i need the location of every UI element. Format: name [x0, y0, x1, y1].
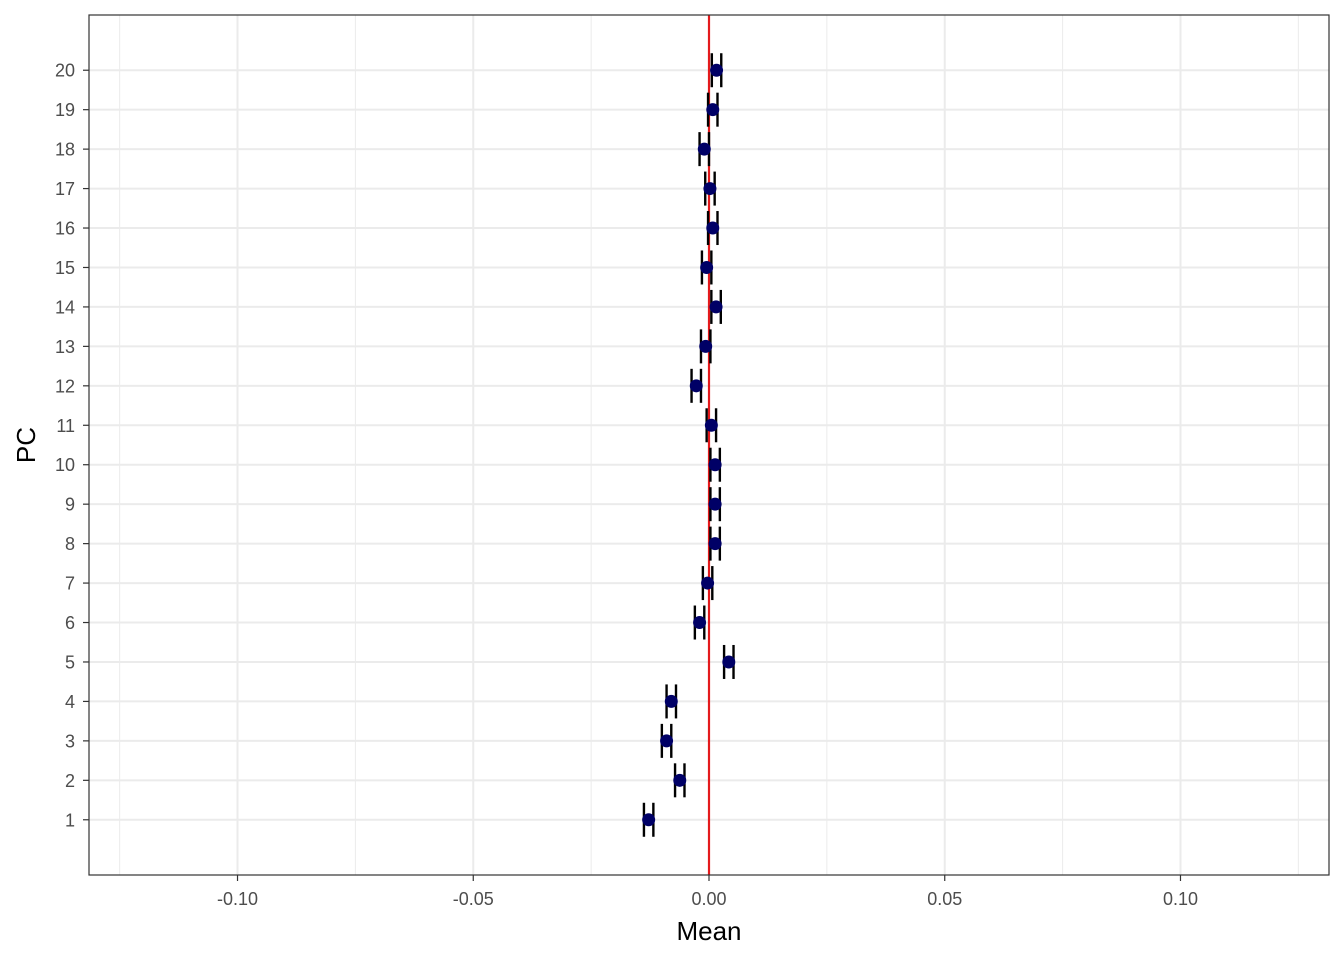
y-tick-label: 16: [55, 219, 75, 239]
data-point: [722, 655, 736, 669]
y-tick-label: 10: [55, 455, 75, 475]
y-tick-label: 18: [55, 140, 75, 160]
y-tick-label: 15: [55, 258, 75, 278]
x-tick-label: 0.10: [1163, 889, 1198, 909]
y-tick-label: 5: [65, 652, 75, 672]
data-point: [703, 182, 717, 196]
point-layer: [642, 63, 736, 827]
data-point: [664, 694, 678, 708]
y-tick-label: 14: [55, 297, 75, 317]
y-tick-label: 8: [65, 534, 75, 554]
data-point: [660, 734, 674, 748]
data-point: [708, 537, 722, 551]
x-tick-label: -0.10: [217, 889, 258, 909]
data-point: [700, 260, 714, 274]
data-point: [693, 616, 707, 630]
x-tick-label: -0.05: [453, 889, 494, 909]
grid-minor-x: [119, 15, 1299, 875]
y-tick-label: 13: [55, 337, 75, 357]
data-point: [708, 458, 722, 472]
y-tick-label: 1: [65, 810, 75, 830]
x-tick-label: 0.00: [691, 889, 726, 909]
data-point: [699, 339, 713, 353]
y-tick-label: 3: [65, 731, 75, 751]
data-point: [701, 576, 715, 590]
y-tick-label: 12: [55, 376, 75, 396]
data-point: [642, 813, 656, 827]
data-point: [710, 63, 724, 77]
y-tick-label: 2: [65, 771, 75, 791]
y-tick-label: 20: [55, 61, 75, 81]
data-point: [704, 418, 718, 432]
data-point: [709, 300, 723, 314]
y-tick-label: 9: [65, 495, 75, 515]
data-point: [673, 773, 687, 787]
x-tick-label: 0.05: [927, 889, 962, 909]
data-point: [706, 103, 720, 117]
data-point: [689, 379, 703, 393]
y-tick-label: 19: [55, 100, 75, 120]
data-point: [706, 221, 720, 235]
y-tick-label: 4: [65, 692, 75, 712]
y-tick-label: 11: [56, 416, 75, 436]
x-axis-title: Mean: [676, 916, 741, 946]
y-tick-label: 7: [65, 574, 75, 594]
data-point: [708, 497, 722, 511]
y-axis-title: PC: [11, 427, 41, 463]
data-point: [697, 142, 711, 156]
y-tick-label: 17: [55, 179, 75, 199]
x-axis-ticks: -0.10 -0.05 0.00 0.05 0.10: [217, 875, 1198, 909]
y-tick-label: 6: [65, 613, 75, 633]
